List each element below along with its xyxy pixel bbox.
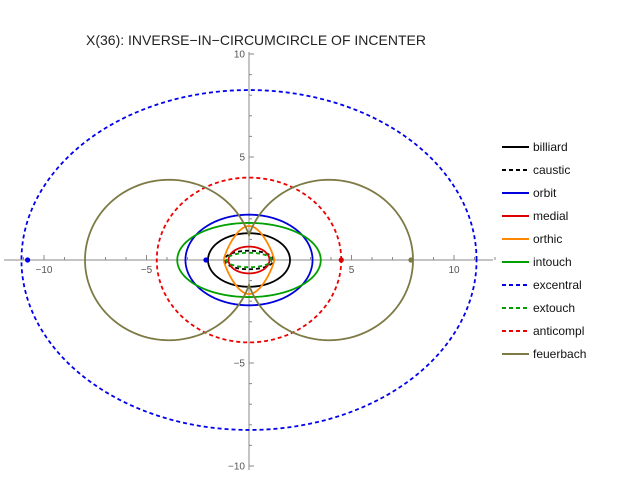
legend-label: intouch bbox=[533, 255, 572, 269]
y-tick-label: −10 bbox=[228, 462, 245, 473]
data-point bbox=[408, 257, 414, 263]
x-tick-label: 10 bbox=[448, 265, 460, 276]
legend-label: feuerbach bbox=[533, 347, 586, 361]
legend-item-orbit: orbit bbox=[502, 186, 557, 200]
series-intouch bbox=[176, 222, 322, 298]
legend-item-medial: medial bbox=[502, 209, 568, 223]
legend-label: medial bbox=[533, 209, 568, 223]
data-point bbox=[25, 257, 31, 263]
legend-item-billiard: billiard bbox=[502, 140, 568, 154]
series-excentral bbox=[20, 89, 478, 431]
series-layer bbox=[20, 89, 478, 431]
series-orthic bbox=[222, 225, 276, 295]
legend-label: anticompl bbox=[533, 324, 584, 338]
y-tick-label: 5 bbox=[239, 153, 245, 164]
legend-item-intouch: intouch bbox=[502, 255, 572, 269]
legend-item-anticompl: anticompl bbox=[502, 324, 584, 338]
legend-item-excentral: excentral bbox=[502, 278, 582, 292]
legend: billiard caustic orbit medial orthic intouch e… bbox=[502, 140, 586, 361]
series-anticompl bbox=[155, 176, 343, 344]
chart-title: X(36): INVERSE−IN−CIRCUMCIRCLE OF INCENT… bbox=[86, 32, 426, 48]
legend-label: extouch bbox=[533, 301, 575, 315]
legend-item-orthic: orthic bbox=[502, 232, 562, 246]
series-medial bbox=[227, 245, 271, 275]
series-caustic bbox=[223, 249, 275, 271]
series-orbit bbox=[184, 213, 314, 307]
data-point bbox=[338, 257, 344, 263]
x-tick-label: −10 bbox=[36, 265, 53, 276]
x-tick-label: 5 bbox=[349, 265, 355, 276]
legend-label: billiard bbox=[533, 140, 568, 154]
legend-item-feuerbach: feuerbach bbox=[502, 347, 586, 361]
marker-layer bbox=[25, 257, 414, 263]
x-tick-label: −5 bbox=[141, 265, 153, 276]
legend-item-extouch: extouch bbox=[502, 301, 575, 315]
axes: −10 −5 5 10 10 5 −5 −10 bbox=[4, 50, 496, 473]
legend-label: excentral bbox=[533, 278, 582, 292]
y-tick-label: 10 bbox=[234, 50, 246, 61]
y-tick-label: −5 bbox=[234, 359, 246, 370]
legend-label: orbit bbox=[533, 186, 557, 200]
series-extouch bbox=[225, 251, 273, 269]
legend-item-caustic: caustic bbox=[502, 163, 570, 177]
legend-label: orthic bbox=[533, 232, 562, 246]
legend-label: caustic bbox=[533, 163, 570, 177]
data-point bbox=[203, 257, 209, 263]
series-feuerbach bbox=[84, 178, 414, 342]
